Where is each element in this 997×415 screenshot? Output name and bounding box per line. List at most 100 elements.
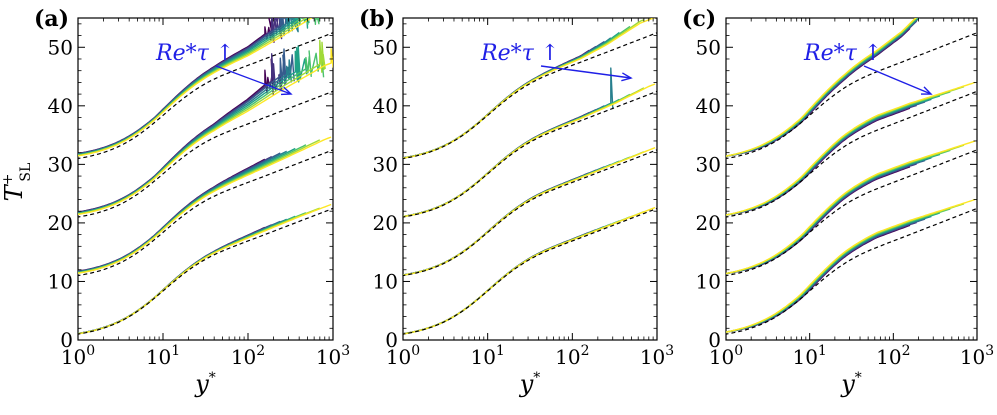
x-tick-label: 100 [709, 343, 743, 369]
y-tick-label: 50 [373, 35, 398, 59]
series-line [726, 81, 976, 216]
panel-tag: (c) [682, 6, 716, 32]
annotation-arrow [215, 65, 292, 95]
series-line [403, 216, 631, 335]
series-line [78, 207, 321, 335]
series-line [78, 48, 333, 216]
series-line [78, 18, 299, 156]
series-line [726, 166, 911, 275]
series-line [403, 83, 656, 218]
series-line [78, 18, 290, 155]
series-line [78, 18, 275, 155]
reference-line [726, 207, 977, 335]
y-tick-label: 20 [48, 211, 73, 235]
series-line [78, 45, 308, 214]
y-tick-label: 40 [373, 94, 398, 118]
y-tick-label: 0 [385, 328, 398, 352]
reference-line [403, 32, 657, 160]
x-tick-label: 100 [61, 343, 95, 369]
x-tick-label: 101 [146, 343, 180, 369]
x-axis-label: y* [519, 370, 541, 398]
series-line [403, 156, 631, 276]
y-tick-label: 10 [48, 269, 73, 293]
series-line [78, 215, 296, 335]
series-line [726, 18, 919, 157]
series-line [726, 221, 917, 333]
y-tick-label: 0 [60, 328, 73, 352]
x-axis-label: y* [840, 370, 862, 398]
y-tick-label: 10 [373, 269, 398, 293]
x-tick-label: 103 [640, 343, 674, 369]
reference-line [726, 90, 977, 218]
reference-line [78, 90, 333, 218]
series-line [403, 231, 590, 335]
y-tick-label: 50 [696, 35, 721, 59]
plot-area [726, 18, 977, 335]
series-line [403, 67, 614, 218]
series-line [78, 59, 293, 214]
panel-b: 0 10 20 30 40 50 100 101 102 103 y* (b) Re*τ ↑ [359, 6, 674, 398]
series-line [403, 223, 612, 335]
series-line [78, 212, 307, 335]
x-axis-label: y* [194, 370, 216, 398]
series-line [78, 18, 313, 157]
series-line [403, 172, 590, 276]
series-line [403, 108, 597, 218]
series-line [726, 140, 976, 275]
annotation-arrowhead [280, 86, 293, 96]
series-line [403, 225, 605, 335]
series-line [403, 206, 656, 335]
reference-line [726, 149, 977, 277]
x-tick-label: 103 [960, 343, 994, 369]
series-line [726, 18, 918, 157]
plot-frame [402, 17, 658, 341]
y-tick-label: 30 [48, 152, 73, 176]
series-line [726, 18, 917, 157]
y-tick-label: 50 [48, 35, 73, 59]
annotation-label: Re*τ ↑ [155, 41, 234, 66]
series-line [403, 151, 645, 276]
reference-line [403, 207, 657, 335]
series-line [403, 166, 605, 276]
reference-line [403, 149, 657, 277]
panel-c: 0 10 20 30 40 50 100 101 102 103 y* (c) Re*τ ↑ [682, 6, 994, 398]
series-line [78, 58, 276, 213]
x-tick-label: 102 [231, 343, 265, 369]
panel-tag: (b) [359, 6, 395, 32]
series-line [726, 224, 911, 333]
series-line [403, 229, 597, 335]
series-line [78, 48, 295, 214]
x-tick-label: 101 [470, 343, 504, 369]
x-tick-label: 103 [316, 343, 350, 369]
y-tick-label: 40 [696, 94, 721, 118]
series-line [726, 198, 976, 333]
series-line [726, 107, 911, 216]
annotation-arrow [863, 65, 932, 95]
plot-frame [77, 17, 334, 341]
y-tick-label: 30 [373, 152, 398, 176]
reference-line [726, 32, 977, 160]
annotation-arrow [540, 65, 632, 79]
panel-tag: (a) [34, 6, 69, 32]
series-line [726, 104, 917, 216]
series-line [78, 136, 332, 274]
series-line [726, 163, 917, 275]
y-axis-label: T+ SL [0, 163, 34, 202]
plot-area [403, 18, 657, 335]
plot-area [78, 18, 333, 335]
y-tick-label: 0 [708, 328, 721, 352]
series-line [403, 163, 612, 276]
series-line [403, 147, 656, 276]
x-tick-label: 102 [876, 343, 910, 369]
annotation-arrowhead [920, 86, 933, 95]
reference-line [78, 207, 333, 335]
series-line [78, 18, 283, 155]
reference-line [403, 90, 657, 218]
y-tick-label: 30 [696, 152, 721, 176]
annotation-arrowhead [621, 72, 633, 82]
annotation-label: Re*τ ↑ [803, 41, 882, 66]
y-tick-label: 20 [696, 211, 721, 235]
x-tick-label: 101 [792, 343, 826, 369]
y-tick-label: 40 [48, 94, 73, 118]
